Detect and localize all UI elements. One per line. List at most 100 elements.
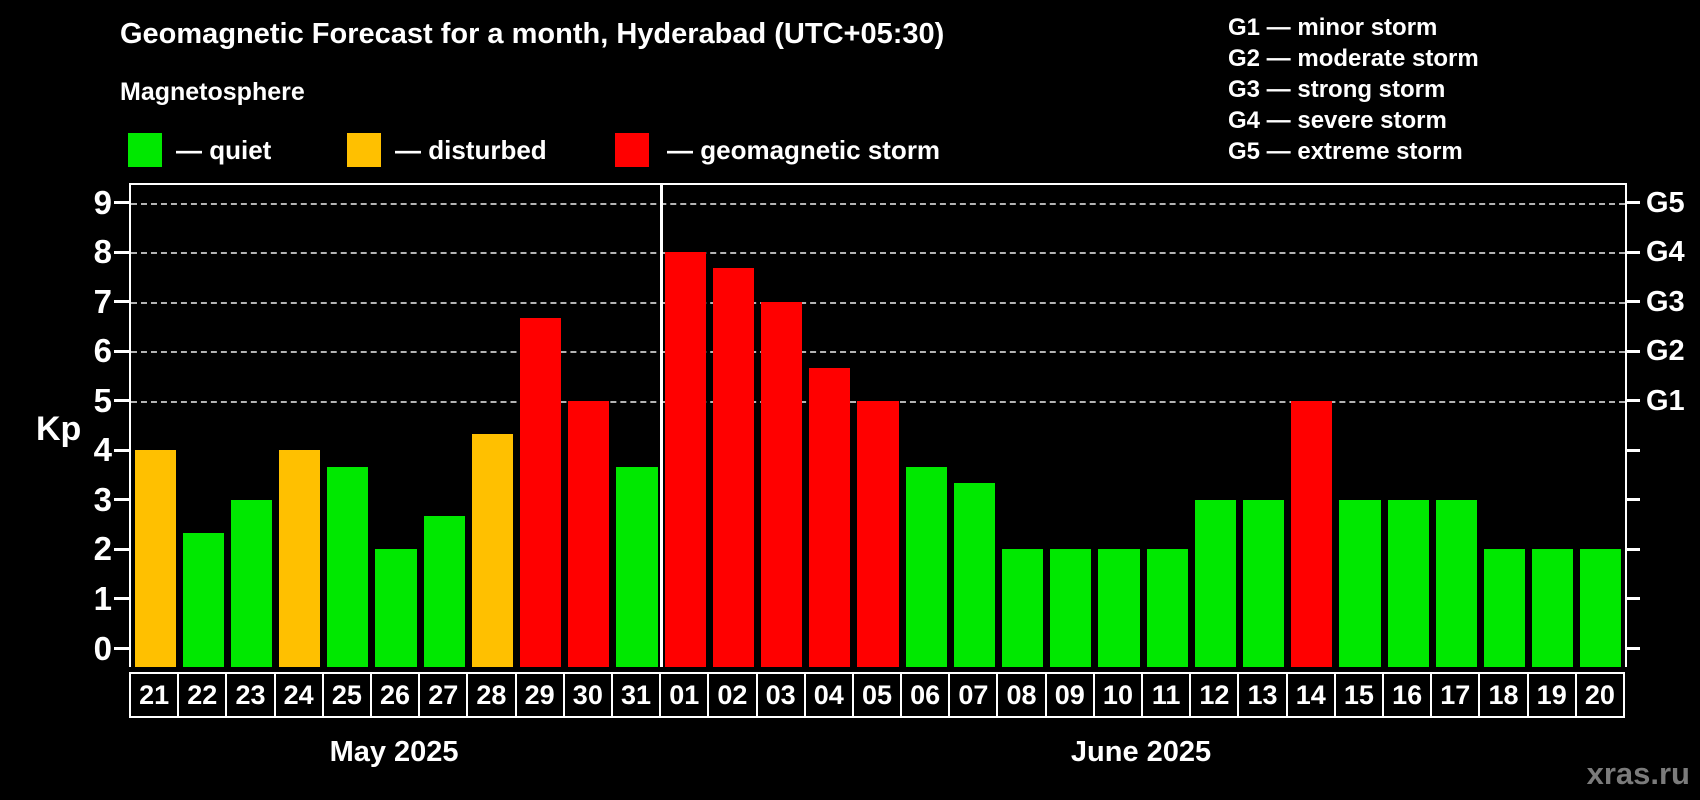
- g-scale-tick-label: G1: [1646, 384, 1685, 417]
- day-label-cell: 07: [948, 672, 999, 718]
- day-label-cell: 29: [514, 672, 565, 718]
- y-tick-mark: [114, 597, 129, 601]
- y-tick-mark: [114, 300, 129, 304]
- y-axis-label: Kp: [36, 410, 82, 448]
- bar-day-05: [857, 400, 899, 667]
- chart-subtitle: Magnetosphere: [120, 78, 305, 106]
- page-title: Geomagnetic Forecast for a month, Hydera…: [120, 18, 945, 50]
- bar-day-02: [712, 268, 754, 667]
- y-tick-label: 6: [93, 332, 112, 370]
- day-label-cell: 21: [129, 672, 180, 718]
- day-label-cell: 06: [900, 672, 951, 718]
- day-label-cell: 08: [996, 672, 1047, 718]
- day-label-cell: 23: [225, 672, 276, 718]
- y-tick-label: 9: [93, 183, 112, 221]
- y-tick-label: 0: [93, 629, 112, 667]
- storm-scale-line: G2 — moderate storm: [1228, 45, 1479, 72]
- g-scale-tick-label: G4: [1646, 236, 1685, 269]
- bar-day-26: [375, 549, 417, 667]
- y-tick-mark: [114, 250, 129, 254]
- storm-scale-line: G3 — strong storm: [1228, 76, 1446, 103]
- y-tick-label: 8: [93, 233, 112, 271]
- bar-day-21: [134, 450, 176, 667]
- y-tick-mark-right: [1625, 547, 1640, 551]
- y-tick-mark: [114, 399, 129, 403]
- bar-day-04: [809, 367, 851, 667]
- bar-day-28: [471, 433, 514, 667]
- y-tick-mark: [114, 498, 129, 502]
- bar-day-22: [182, 533, 224, 667]
- day-label-cell: 22: [177, 672, 228, 718]
- day-label-cell: 01: [659, 672, 710, 718]
- y-tick-mark: [114, 349, 129, 353]
- y-tick-label: 3: [93, 480, 112, 518]
- bar-day-10: [1098, 549, 1140, 667]
- day-label-cell: 25: [321, 672, 372, 718]
- bar-day-17: [1435, 499, 1477, 667]
- legend-swatch-quiet: [128, 133, 162, 167]
- legend-label-disturbed: — disturbed: [395, 135, 547, 165]
- y-tick-mark: [114, 448, 129, 452]
- watermark: xras.ru: [1586, 756, 1690, 791]
- day-label-cell: 12: [1189, 672, 1240, 718]
- day-label-cell: 10: [1092, 672, 1144, 718]
- day-label-cell: 09: [1044, 672, 1095, 718]
- day-label-cell: 18: [1478, 672, 1529, 718]
- day-label-cell: 16: [1382, 672, 1433, 718]
- day-label-cell: 02: [707, 672, 758, 718]
- y-tick-label: 2: [93, 530, 112, 568]
- y-tick-mark-right: [1625, 448, 1640, 452]
- day-label-cell: 27: [418, 672, 469, 718]
- day-label-cell: 20: [1574, 672, 1625, 718]
- g-scale-tick-label: G3: [1646, 285, 1685, 318]
- bar-day-25: [327, 466, 369, 667]
- legend-swatch-disturbed: [347, 133, 381, 167]
- bar-day-13: [1242, 499, 1285, 667]
- day-label-cell: 17: [1430, 672, 1481, 718]
- bar-day-24: [279, 450, 321, 667]
- g-scale-tick-label: G5: [1646, 186, 1685, 219]
- bar-day-23: [230, 499, 273, 667]
- day-label-cell: 31: [610, 672, 662, 718]
- bar-day-30: [568, 400, 610, 667]
- y-tick-mark-right: [1625, 250, 1640, 254]
- day-label-cell: 04: [803, 672, 854, 718]
- bar-day-07: [953, 483, 995, 667]
- bar-day-09: [1050, 549, 1092, 667]
- day-label-cell: 30: [562, 672, 613, 718]
- day-label-cell: 26: [369, 672, 421, 718]
- day-label-cell: 24: [273, 672, 324, 718]
- y-tick-mark-right: [1625, 399, 1640, 403]
- day-label-cell: 13: [1237, 672, 1288, 718]
- gridline: [131, 351, 1625, 354]
- bar-day-29: [520, 318, 562, 667]
- g-scale-tick-label: G2: [1646, 335, 1685, 368]
- y-tick-mark-right: [1625, 349, 1640, 353]
- storm-scale-line: G4 — severe storm: [1228, 107, 1447, 134]
- y-tick-mark-right: [1625, 647, 1640, 650]
- y-tick-label: 7: [93, 282, 112, 320]
- bar-day-12: [1194, 499, 1236, 667]
- bar-day-11: [1146, 549, 1188, 667]
- bar-day-08: [1001, 549, 1044, 667]
- day-label-cell: 28: [466, 672, 517, 718]
- bar-day-06: [905, 466, 947, 667]
- legend-swatch-storm: [615, 133, 649, 167]
- legend-label-quiet: — quiet: [176, 135, 272, 165]
- legend-label-storm: — geomagnetic storm: [667, 135, 941, 165]
- day-label-cell: 11: [1141, 672, 1192, 718]
- month-separator: [659, 185, 663, 667]
- bar-day-31: [616, 466, 658, 667]
- y-tick-mark-right: [1625, 498, 1640, 502]
- gridline: [131, 301, 1625, 304]
- bar-day-15: [1339, 499, 1381, 667]
- bar-day-01: [664, 252, 706, 667]
- bar-day-14: [1291, 400, 1333, 667]
- y-tick-label: 1: [93, 579, 112, 617]
- gridline: [131, 202, 1625, 205]
- month-caption: May 2025: [329, 736, 459, 768]
- storm-scale-line: G5 — extreme storm: [1228, 138, 1463, 165]
- day-label-row: 21 22 23 24 25 26 27 28 29 30 31 01 02 03 04 05 06 07 08 09…: [129, 672, 1627, 718]
- bar-day-19: [1532, 549, 1574, 667]
- plot-area: [129, 183, 1627, 667]
